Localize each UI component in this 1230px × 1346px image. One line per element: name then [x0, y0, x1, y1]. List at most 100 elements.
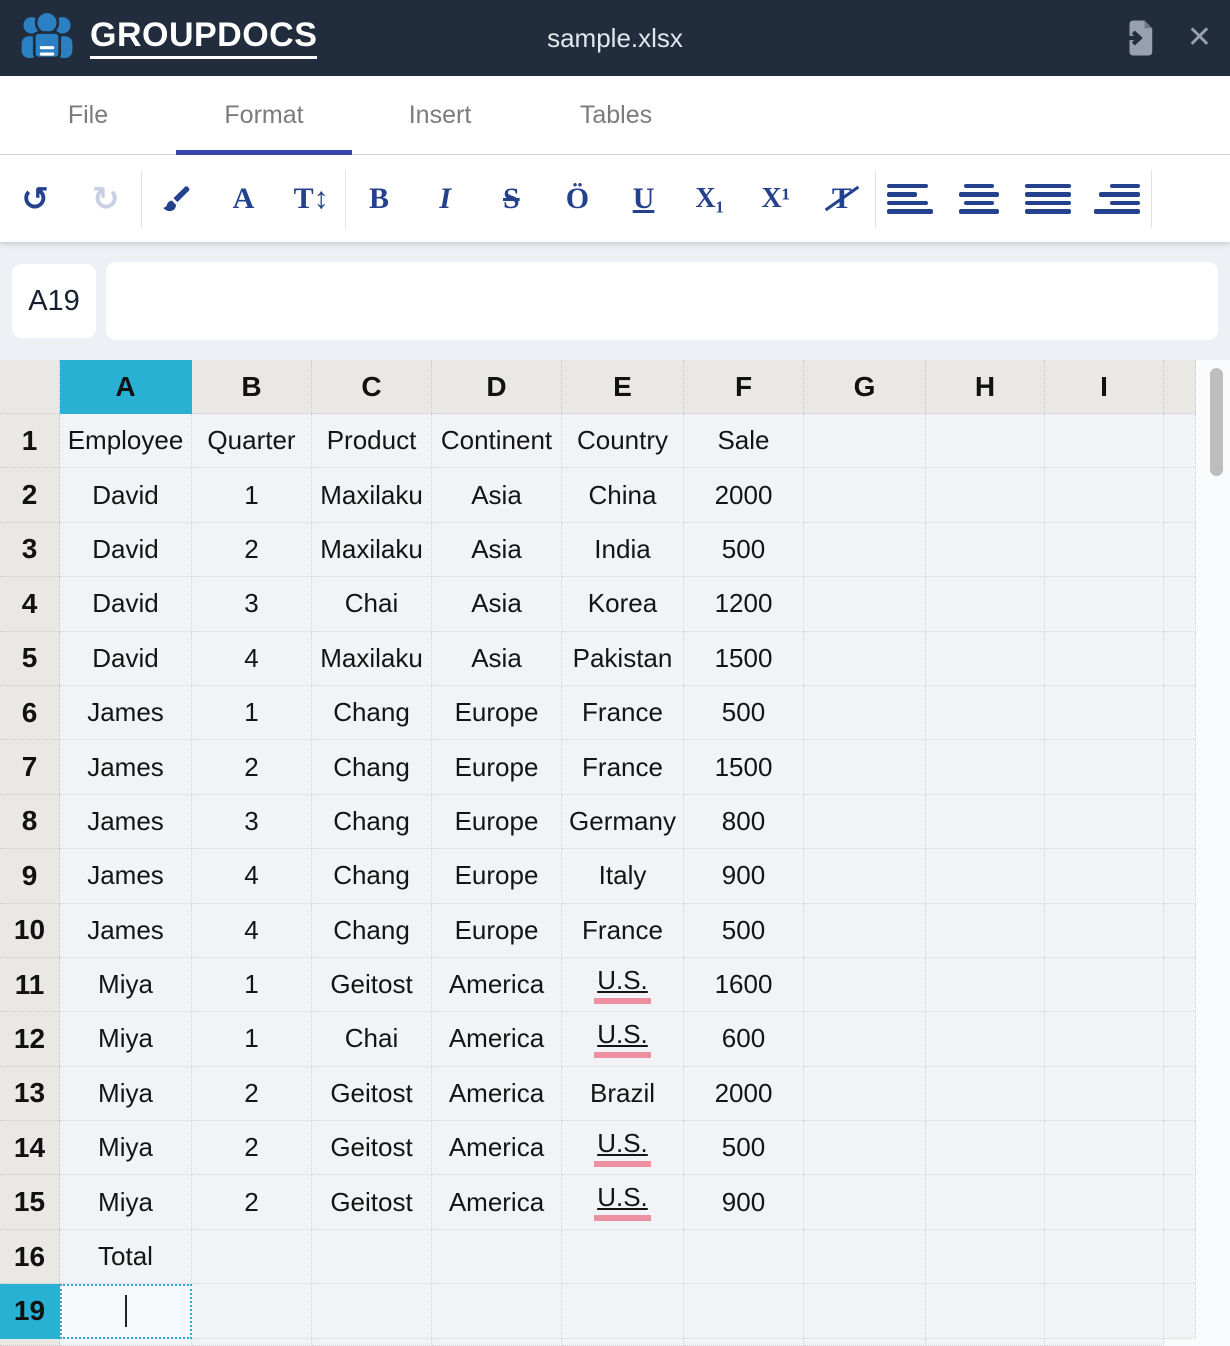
cell-G4[interactable] [804, 577, 926, 632]
cell-A8[interactable]: James [60, 794, 192, 850]
cell-F13[interactable]: 2000 [684, 1066, 804, 1122]
row-header-7[interactable]: 7 [0, 740, 60, 795]
cell-C3[interactable]: Maxilaku [312, 522, 432, 578]
cell-I2[interactable] [1045, 468, 1164, 523]
cell-F4[interactable]: 1200 [684, 577, 804, 632]
cell-partial[interactable] [1164, 957, 1196, 1013]
cell-E1[interactable]: Country [562, 414, 684, 469]
cell-A4[interactable]: David [60, 577, 192, 632]
cell-H4[interactable] [926, 577, 1045, 632]
cell-G7[interactable] [804, 740, 926, 795]
cell-E13[interactable]: Brazil [562, 1066, 684, 1122]
cell-C7[interactable]: Chang [312, 740, 432, 795]
cell-I4[interactable] [1045, 577, 1164, 632]
underline-icon[interactable]: U [632, 181, 655, 215]
cell-I11[interactable] [1045, 957, 1164, 1013]
cell-H14[interactable] [926, 1121, 1045, 1176]
cell-D19[interactable] [432, 1284, 562, 1339]
cell-E12[interactable]: U.S. [562, 1012, 684, 1067]
cell-B4[interactable]: 3 [192, 577, 312, 632]
cell-D16[interactable] [432, 1229, 562, 1285]
cell-H7[interactable] [926, 740, 1045, 795]
format-brush-icon[interactable] [154, 170, 198, 228]
cell-E14[interactable]: U.S. [562, 1121, 684, 1176]
cell-C16[interactable] [312, 1229, 432, 1285]
row-header-11[interactable]: 11 [0, 957, 60, 1013]
cell-partial[interactable] [926, 1338, 1045, 1346]
cell-A15[interactable]: Miya [60, 1175, 192, 1230]
cell-E15[interactable]: U.S. [562, 1175, 684, 1230]
cell-C4[interactable]: Chai [312, 577, 432, 632]
cell-H5[interactable] [926, 631, 1045, 686]
cell-F1[interactable]: Sale [684, 414, 804, 469]
cell-partial[interactable] [1164, 577, 1196, 632]
row-header-6[interactable]: 6 [0, 685, 60, 741]
cell-E9[interactable]: Italy [562, 849, 684, 904]
cell-A12[interactable]: Miya [60, 1012, 192, 1067]
column-header-E[interactable]: E [562, 360, 684, 414]
cell-partial[interactable] [1164, 414, 1196, 469]
cell-G3[interactable] [804, 522, 926, 578]
overline-icon[interactable]: Ö [565, 181, 590, 215]
cell-G15[interactable] [804, 1175, 926, 1230]
cell-H16[interactable] [926, 1229, 1045, 1285]
cell-I7[interactable] [1045, 740, 1164, 795]
cell-G8[interactable] [804, 794, 926, 850]
cell-D8[interactable]: Europe [432, 794, 562, 850]
cell-partial[interactable] [60, 1338, 192, 1346]
cell-F3[interactable]: 500 [684, 522, 804, 578]
cell-B6[interactable]: 1 [192, 685, 312, 741]
cell-B19[interactable] [192, 1284, 312, 1339]
cell-I5[interactable] [1045, 631, 1164, 686]
cell-C11[interactable]: Geitost [312, 957, 432, 1013]
cell-partial[interactable] [1164, 1229, 1196, 1285]
cell-partial[interactable] [1164, 740, 1196, 795]
grid-corner[interactable] [0, 360, 60, 414]
cell-F2[interactable]: 2000 [684, 468, 804, 523]
cell-B3[interactable]: 2 [192, 522, 312, 578]
cell-F5[interactable]: 1500 [684, 631, 804, 686]
cell-A7[interactable]: James [60, 740, 192, 795]
row-header-9[interactable]: 9 [0, 849, 60, 904]
cell-H19[interactable] [926, 1284, 1045, 1339]
cell-H10[interactable] [926, 903, 1045, 958]
cell-partial[interactable] [1164, 903, 1196, 958]
cell-partial[interactable] [1164, 685, 1196, 741]
cell-E6[interactable]: France [562, 685, 684, 741]
cell-F16[interactable] [684, 1229, 804, 1285]
cell-E16[interactable] [562, 1229, 684, 1285]
cell-C5[interactable]: Maxilaku [312, 631, 432, 686]
row-header-2[interactable]: 2 [0, 468, 60, 523]
cell-C8[interactable]: Chang [312, 794, 432, 850]
cell-H11[interactable] [926, 957, 1045, 1013]
cell-A19[interactable] [60, 1284, 192, 1339]
italic-icon[interactable]: I [439, 181, 452, 215]
cell-D9[interactable]: Europe [432, 849, 562, 904]
cell-C14[interactable]: Geitost [312, 1121, 432, 1176]
column-header-F[interactable]: F [684, 360, 804, 414]
cell-partial[interactable] [1164, 1066, 1196, 1122]
column-header-C[interactable]: C [312, 360, 432, 414]
cell-I6[interactable] [1045, 685, 1164, 741]
cell-H1[interactable] [926, 414, 1045, 469]
cell-F7[interactable]: 1500 [684, 740, 804, 795]
cell-A1[interactable]: Employee [60, 414, 192, 469]
column-header-G[interactable]: G [804, 360, 926, 414]
cell-I13[interactable] [1045, 1066, 1164, 1122]
tab-file[interactable]: File [67, 100, 109, 129]
cell-D7[interactable]: Europe [432, 740, 562, 795]
cell-B14[interactable]: 2 [192, 1121, 312, 1176]
cell-A5[interactable]: David [60, 631, 192, 686]
cell-C6[interactable]: Chang [312, 685, 432, 741]
cell-C13[interactable]: Geitost [312, 1066, 432, 1122]
cell-I1[interactable] [1045, 414, 1164, 469]
cell-partial[interactable] [1164, 468, 1196, 523]
column-header-partial[interactable] [1164, 360, 1196, 414]
cell-G13[interactable] [804, 1066, 926, 1122]
cell-G1[interactable] [804, 414, 926, 469]
cell-partial[interactable] [432, 1338, 562, 1346]
cell-B7[interactable]: 2 [192, 740, 312, 795]
cell-E4[interactable]: Korea [562, 577, 684, 632]
cell-partial[interactable] [1164, 1121, 1196, 1176]
cell-G2[interactable] [804, 468, 926, 523]
